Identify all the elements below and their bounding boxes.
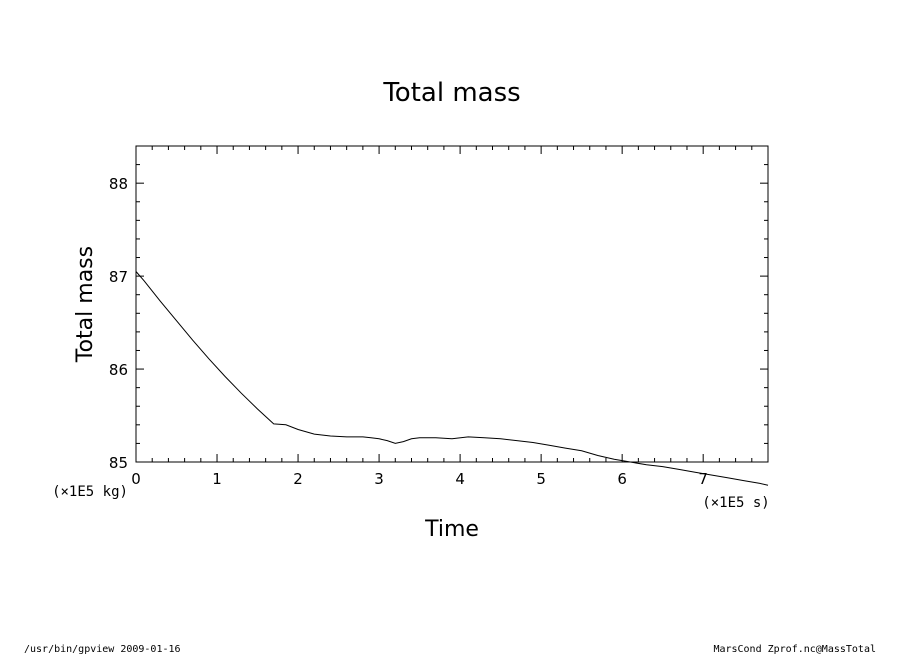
x-tick-label: 6 [617,470,627,488]
x-axis-unit: (×1E5 s) [702,495,769,511]
x-tick-label: 3 [374,470,384,488]
data-layer [135,271,769,486]
chart-title: Total mass [382,78,520,108]
footer-right: MarsCond_Zprof.nc@MassTotal [713,644,876,654]
series-line-0 [135,271,769,486]
plot-area: 0 1 2 3 4 5 6 7 85 86 87 88 [109,145,769,488]
y-tick-label: 87 [109,268,128,286]
x-tick-label: 0 [131,470,141,488]
y-tick-label: 85 [109,454,128,472]
x-tick-label: 1 [212,470,222,488]
y-tick-label: 86 [109,361,128,379]
x-tick-label: 2 [293,470,303,488]
x-axis-label: Time [424,517,479,542]
y-axis-label: Total mass [73,246,98,363]
plot-frame [135,145,769,463]
ticks-layer: 0 1 2 3 4 5 6 7 85 86 87 88 [109,145,769,488]
y-axis-unit: (×1E5 kg) [52,484,128,500]
x-tick-label: 7 [698,470,708,488]
x-tick-label: 4 [455,470,465,488]
x-tick-label: 5 [536,470,546,488]
y-tick-label: 88 [109,175,128,193]
footer-left: /usr/bin/gpview 2009-01-16 [24,644,181,654]
